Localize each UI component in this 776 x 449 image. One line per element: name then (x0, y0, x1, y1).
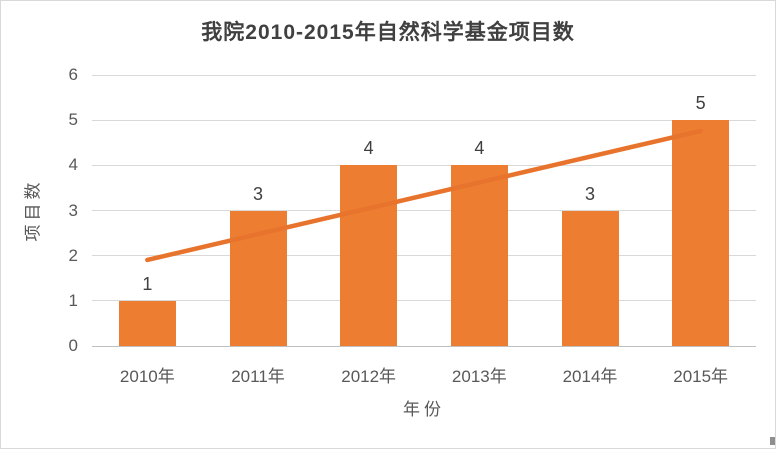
plot-area: 1 3 4 4 3 5 (92, 74, 756, 347)
y-axis-tick-label: 0 (68, 336, 78, 355)
y-axis-tick-label: 6 (68, 65, 78, 84)
x-axis-tick-label: 2012年 (341, 367, 397, 386)
x-axis-tick-label: 2011年 (231, 367, 285, 386)
data-label: 1 (142, 273, 153, 294)
y-axis-tick-label: 5 (68, 110, 78, 130)
gridline (92, 300, 756, 302)
bar-2014年 (561, 210, 619, 346)
y-axis-tick-label: 2 (68, 245, 78, 265)
y-axis-tick-label: 3 (68, 200, 78, 220)
trendline-layer (145, 128, 703, 263)
x-axis-tick-label: 2010年 (119, 367, 175, 386)
bar-2012年 (340, 165, 398, 346)
y-axis-tick-label: 4 (68, 155, 78, 175)
x-axis-tick-label: 2015年 (673, 367, 729, 386)
x-axis-tick-label: 2014年 (562, 367, 618, 386)
x-axis-line (92, 345, 756, 347)
chart-title: 我院2010-2015年自然科学基金项目数 (201, 21, 575, 44)
x-axis-title: 年份 (403, 400, 445, 419)
y-axis-tick-label: 1 (68, 290, 78, 310)
bar-2010年 (118, 300, 176, 346)
gridline (92, 210, 756, 211)
gridline (92, 255, 756, 257)
data-label: 3 (252, 183, 264, 204)
gridline (92, 119, 756, 121)
x-axis-tick-label: 2013年 (451, 367, 507, 386)
bar-2015年 (672, 120, 730, 346)
data-label: 4 (363, 138, 374, 159)
trendline (145, 128, 703, 263)
data-label: 4 (474, 138, 485, 159)
gridline (92, 164, 756, 166)
data-label: 5 (695, 93, 706, 114)
gridline (92, 74, 756, 76)
bar-2013年 (450, 165, 508, 346)
screen-artifact (770, 437, 775, 445)
data-label: 3 (584, 183, 596, 204)
